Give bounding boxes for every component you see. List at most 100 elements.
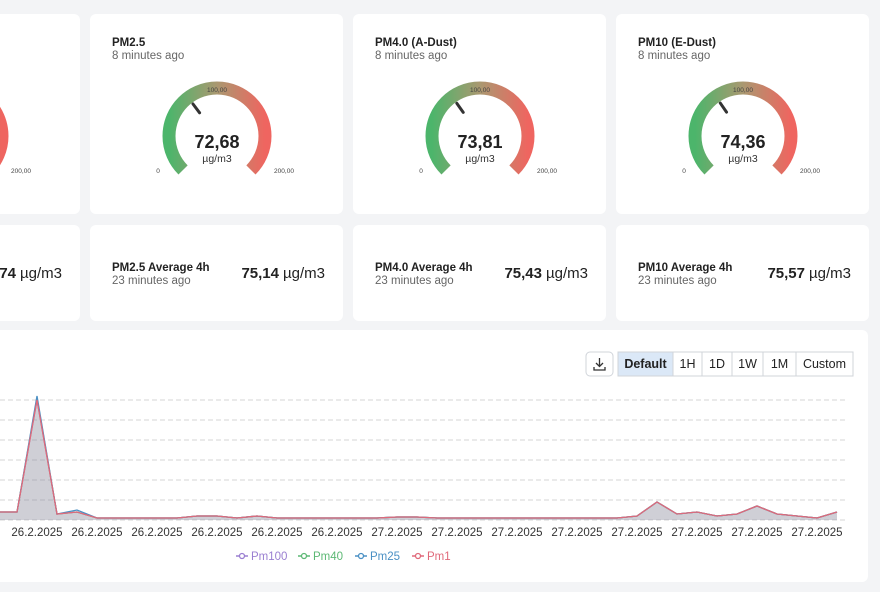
gauge-max: 200,00: [537, 168, 557, 175]
x-tick-label: 27.2.2025: [431, 527, 482, 539]
gauge-value: 72,68: [194, 132, 239, 152]
x-tick-label: 27.2.2025: [611, 527, 662, 539]
average-number: 75,57: [767, 265, 805, 282]
gauge-mid: 100,00: [733, 87, 753, 94]
legend-dot: [357, 552, 365, 560]
legend-dot: [300, 552, 308, 560]
gauge-mid: 100,00: [470, 87, 490, 94]
card-title: PM10 (E-Dust): [638, 37, 716, 49]
range-button[interactable]: Default: [617, 351, 674, 377]
average-value: 75,57 µg/m3: [767, 265, 851, 282]
gauge-arc: [688, 81, 798, 175]
legend-label: Pm100: [251, 551, 287, 563]
average-card: [616, 225, 869, 321]
legend-dot: [238, 552, 246, 560]
download-icon: [593, 358, 606, 371]
average-unit: µg/m3: [20, 265, 62, 282]
gauge-arc: [0, 106, 9, 166]
gauge-unit: µg/m3: [202, 153, 232, 165]
gauge-unit: µg/m3: [465, 153, 495, 165]
series-line: [0, 399, 838, 519]
card-time: 8 minutes ago: [112, 50, 184, 62]
x-tick-label: 27.2.2025: [371, 527, 422, 539]
range-button[interactable]: 1W: [731, 351, 764, 377]
average-value: 74 µg/m3: [0, 265, 62, 282]
legend-item[interactable]: Pm40: [298, 551, 343, 563]
average-number: 74: [0, 265, 17, 282]
legend-item[interactable]: Pm25: [355, 551, 400, 563]
gauge-value: 73,81: [457, 132, 502, 152]
range-button[interactable]: Custom: [795, 351, 854, 377]
gauge-min: 0: [419, 168, 423, 175]
x-tick-label: 27.2.2025: [791, 527, 842, 539]
average-unit: µg/m3: [809, 265, 851, 282]
range-button[interactable]: 1D: [701, 351, 733, 377]
x-tick-label: 27.2.2025: [491, 527, 542, 539]
range-button[interactable]: 1H: [672, 351, 703, 377]
x-tick-label: 26.2.2025: [11, 527, 62, 539]
range-button[interactable]: 1M: [762, 351, 797, 377]
x-tick-label: 26.2.2025: [251, 527, 302, 539]
x-tick-label: 26.2.2025: [71, 527, 122, 539]
legend-label: Pm40: [313, 551, 343, 563]
gauge-card: [0, 14, 80, 214]
range-label: Custom: [803, 357, 846, 371]
range-label: 1D: [709, 357, 725, 371]
card-title: PM4.0 Average 4h: [375, 262, 473, 274]
legend-label: Pm1: [427, 551, 451, 563]
legend-label: Pm25: [370, 551, 400, 563]
gauge-min: 0: [156, 168, 160, 175]
gauge-card: [353, 14, 606, 214]
gauge-card: [616, 14, 869, 214]
chart-card: [0, 330, 868, 582]
gauge-max: 200,00: [800, 168, 820, 175]
average-card: [90, 225, 343, 321]
download-button[interactable]: [585, 351, 614, 377]
x-tick-label: 27.2.2025: [671, 527, 722, 539]
gauge-needle: [455, 101, 465, 114]
card-time: 8 minutes ago: [638, 50, 710, 62]
average-card: [0, 225, 80, 321]
gauge-min: 0: [682, 168, 686, 175]
gauge-value: 74,36: [720, 132, 765, 152]
range-box: [617, 351, 674, 377]
range-box: [795, 351, 854, 377]
card-title: PM4.0 (A-Dust): [375, 37, 457, 49]
card-title: PM2.5: [112, 37, 146, 49]
x-tick-label: 26.2.2025: [131, 527, 182, 539]
range-label: 1W: [738, 357, 757, 371]
range-label: Default: [624, 357, 667, 371]
card-time: 23 minutes ago: [112, 275, 191, 287]
range-label: 1H: [680, 357, 696, 371]
legend-dot: [414, 552, 422, 560]
gauge-mid: 100,00: [207, 87, 227, 94]
card-time: 23 minutes ago: [638, 275, 717, 287]
gauge-card: [90, 14, 343, 214]
average-card: [353, 225, 606, 321]
average-number: 75,14: [241, 265, 279, 282]
average-unit: µg/m3: [283, 265, 325, 282]
range-label: 1M: [771, 357, 788, 371]
average-value: 75,14 µg/m3: [241, 265, 325, 282]
legend-item[interactable]: Pm100: [236, 551, 287, 563]
gauge-needle: [718, 101, 729, 114]
card-title: PM10 Average 4h: [638, 262, 732, 274]
gauge-arc: [425, 81, 535, 175]
gauge-unit: µg/m3: [728, 153, 758, 165]
average-number: 75,43: [504, 265, 542, 282]
gauge-max: 200,00: [274, 168, 294, 175]
x-tick-label: 26.2.2025: [191, 527, 242, 539]
card-time: 23 minutes ago: [375, 275, 454, 287]
card-title: PM2.5 Average 4h: [112, 262, 210, 274]
x-tick-label: 27.2.2025: [551, 527, 602, 539]
card-time: 8 minutes ago: [375, 50, 447, 62]
gauge-arc: [162, 81, 272, 175]
legend-item[interactable]: Pm1: [412, 551, 451, 563]
average-unit: µg/m3: [546, 265, 588, 282]
gauge-max: 200,00: [11, 168, 31, 175]
range-box: [762, 351, 797, 377]
average-value: 75,43 µg/m3: [504, 265, 588, 282]
gauge-needle: [191, 102, 202, 115]
x-tick-label: 27.2.2025: [731, 527, 782, 539]
